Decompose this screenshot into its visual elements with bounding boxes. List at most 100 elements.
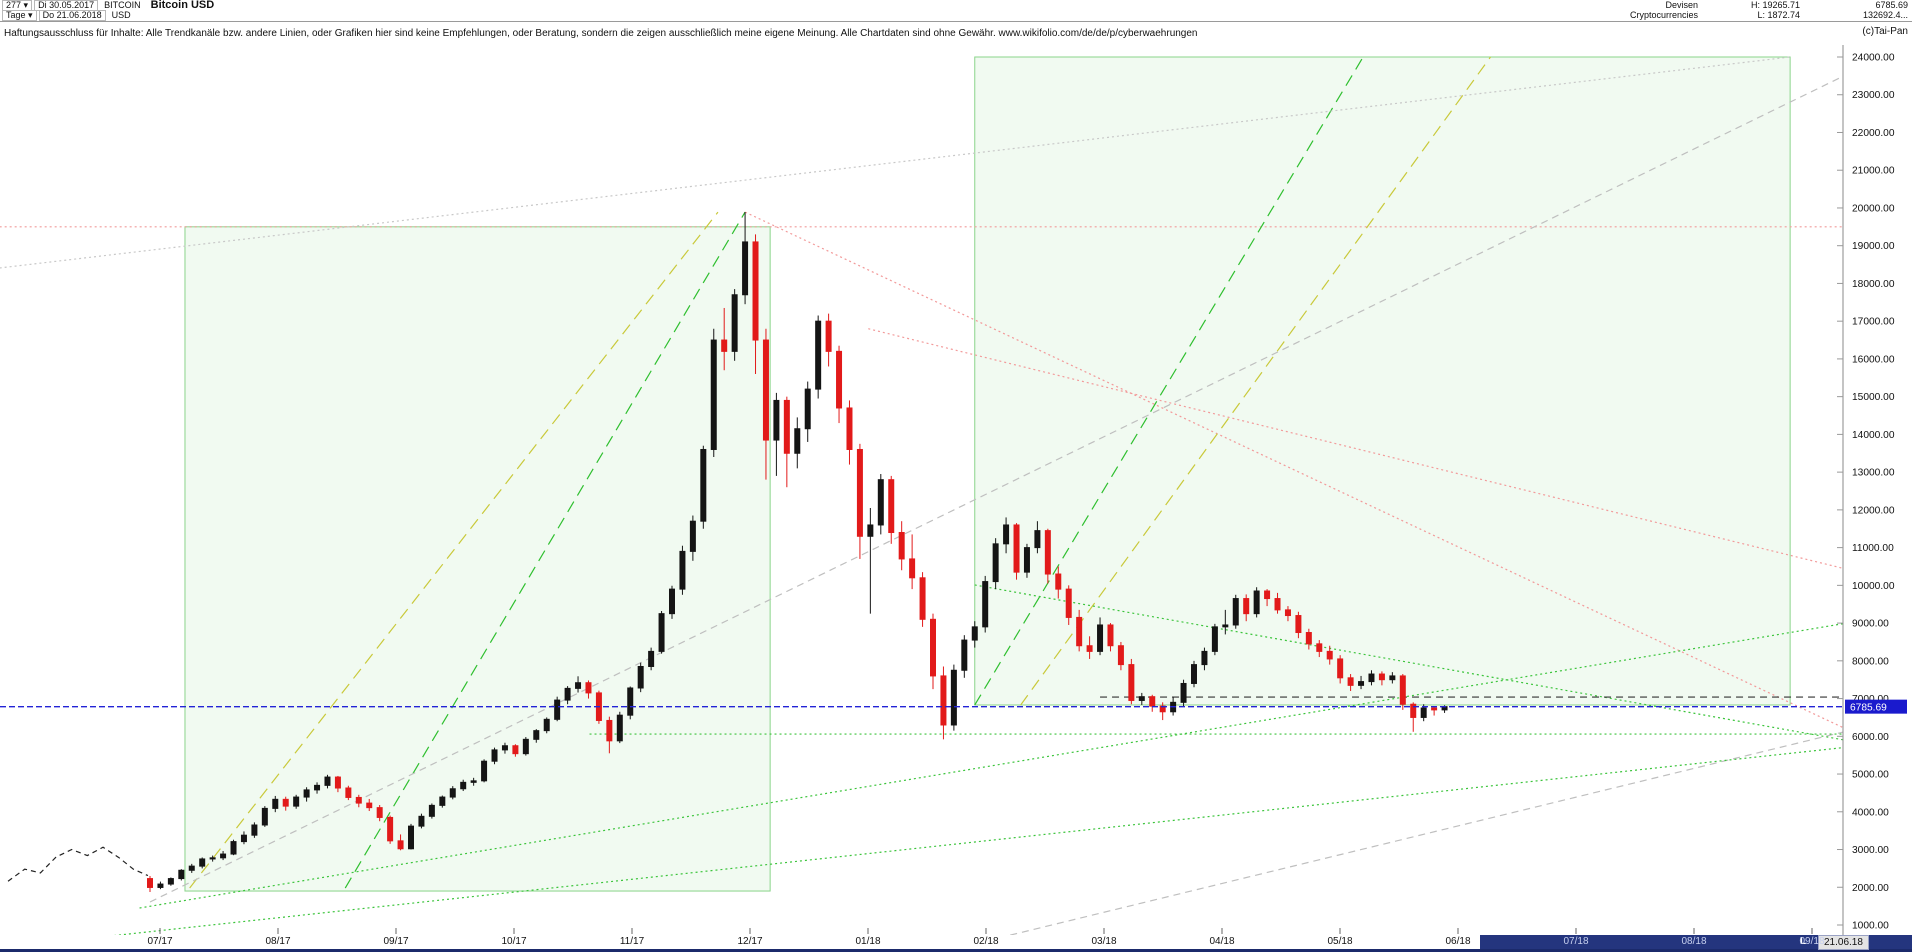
price-axis: 24000.00 23000.00 22000.00 21000.00 20000.00…: [159, 45, 1895, 935]
candle-body: [188, 865, 195, 871]
candle-body: [1138, 696, 1145, 701]
pre-period-line: [7, 846, 149, 882]
candle-body: [1378, 673, 1385, 681]
month-label: 09/18: [1799, 936, 1825, 947]
candle-body: [888, 479, 895, 534]
candle-body: [815, 320, 822, 390]
candle-body: [1086, 645, 1093, 652]
candle-body: [1358, 681, 1365, 686]
candle-body: [846, 407, 853, 450]
candle-body: [470, 780, 477, 783]
month-label: 04/18: [1209, 936, 1235, 947]
bars-count-value: 277: [6, 0, 22, 10]
bottom-axis: L 21.06.18 07/17 08/17 09/17 10/17 11/17 12/1…: [0, 935, 1912, 952]
price-axis-label: 4000.00: [1852, 807, 1889, 818]
candle-body: [940, 675, 947, 726]
candle-body: [272, 798, 279, 809]
candle-body: [167, 878, 174, 885]
candle-body: [564, 687, 571, 701]
candle-body: [773, 399, 780, 441]
month-label: 03/18: [1091, 936, 1117, 947]
month-label: 11/17: [619, 936, 645, 947]
candle-body: [794, 428, 801, 454]
trendline: [0, 56, 1791, 269]
taipan-copyright: (c)Tai-Pan: [1862, 26, 1908, 37]
trendline: [1008, 731, 1843, 935]
disclaimer-text: Haftungsausschluss für Inhalte: Alle Tre…: [4, 28, 1198, 39]
price-axis-label: 11000.00: [1852, 543, 1894, 554]
trend-channel-boxes: [184, 56, 1791, 892]
candle-body: [408, 825, 414, 850]
trend-channel-box: [974, 56, 1791, 706]
candle-body: [345, 787, 352, 798]
price-axis-label: 8000.00: [1852, 656, 1889, 667]
candle-body: [481, 760, 488, 782]
candle-body: [220, 853, 227, 859]
candle-body: [314, 784, 321, 791]
candle-body: [1201, 650, 1208, 666]
candle-body: [1295, 615, 1302, 634]
candle-body: [783, 399, 790, 454]
candle-body: [147, 878, 153, 888]
candle-body: [1003, 524, 1010, 545]
candle-body: [1316, 643, 1323, 652]
month-label: 05/18: [1327, 936, 1353, 947]
period-dropdown[interactable]: Tage ▾: [2, 9, 37, 21]
candle-body: [1264, 590, 1271, 600]
candle-body: [721, 339, 728, 352]
candle-body: [1065, 588, 1072, 618]
candle-body: [1284, 609, 1291, 617]
month-label: 07/18: [1563, 936, 1589, 947]
candle-body: [1034, 530, 1041, 549]
symbol-label: BITCOIN: [104, 0, 141, 10]
category-devisen: Devisen: [1665, 0, 1698, 10]
period-high-label: H: 19265.71: [1750, 0, 1800, 10]
candle-body: [637, 665, 644, 689]
price-axis-label: 19000.00: [1852, 241, 1895, 252]
month-label: 10/17: [501, 936, 527, 947]
price-axis-label: 20000.00: [1852, 203, 1895, 214]
price-axis-label: 22000.00: [1852, 128, 1895, 139]
candle-body: [856, 448, 863, 537]
candle-body: [669, 588, 675, 615]
candle-body: [261, 807, 268, 826]
month-label: 02/18: [973, 936, 999, 947]
candle-body: [961, 639, 968, 671]
price-axis-label: 7000.00: [1852, 694, 1889, 705]
category-crypto: Cryptocurrencies: [1629, 10, 1698, 20]
candle-body: [742, 241, 749, 296]
last-date-badge: 21.06.18: [1818, 935, 1869, 950]
chart-area[interactable]: 24000.00 23000.00 22000.00 21000.00 20000.00…: [0, 45, 1912, 935]
chart-title: Bitcoin USD: [150, 0, 215, 11]
category-column: Devisen Cryptocurrencies: [1630, 0, 1698, 20]
trend-channel-box: [184, 226, 771, 892]
candle-body: [293, 796, 300, 807]
candle-body: [616, 714, 623, 742]
candle-body: [648, 650, 655, 667]
candle-body: [387, 816, 394, 842]
candle-body: [700, 448, 707, 522]
candle-body: [428, 804, 435, 817]
candle-body: [282, 798, 289, 807]
candle-body: [1055, 573, 1062, 590]
candle-body: [1410, 703, 1417, 718]
price-volume-column: 6785.69 132692.4...: [1863, 0, 1908, 20]
candle-body: [930, 618, 936, 677]
candle-body: [1431, 707, 1438, 711]
price-axis-label: 21000.00: [1852, 166, 1895, 177]
candle-body: [898, 532, 905, 560]
candle-body: [324, 776, 331, 786]
chevron-down-icon: ▾: [28, 9, 33, 20]
candle-body: [1191, 664, 1197, 684]
price-axis-label: 12000.00: [1852, 505, 1895, 516]
candle-body: [950, 669, 957, 726]
candle-body: [1420, 707, 1427, 718]
candle-body: [1337, 658, 1344, 679]
price-axis-label: 18000.00: [1852, 279, 1895, 290]
candle-body: [439, 796, 446, 806]
future-period-strip: [1480, 935, 1912, 952]
disclaimer-bar: Haftungsausschluss für Inhalte: Alle Tre…: [0, 22, 1912, 44]
date-to-field[interactable]: Do 21.06.2018: [38, 9, 106, 21]
price-axis-label: 24000.00: [1852, 53, 1895, 64]
candle-body: [501, 745, 508, 751]
